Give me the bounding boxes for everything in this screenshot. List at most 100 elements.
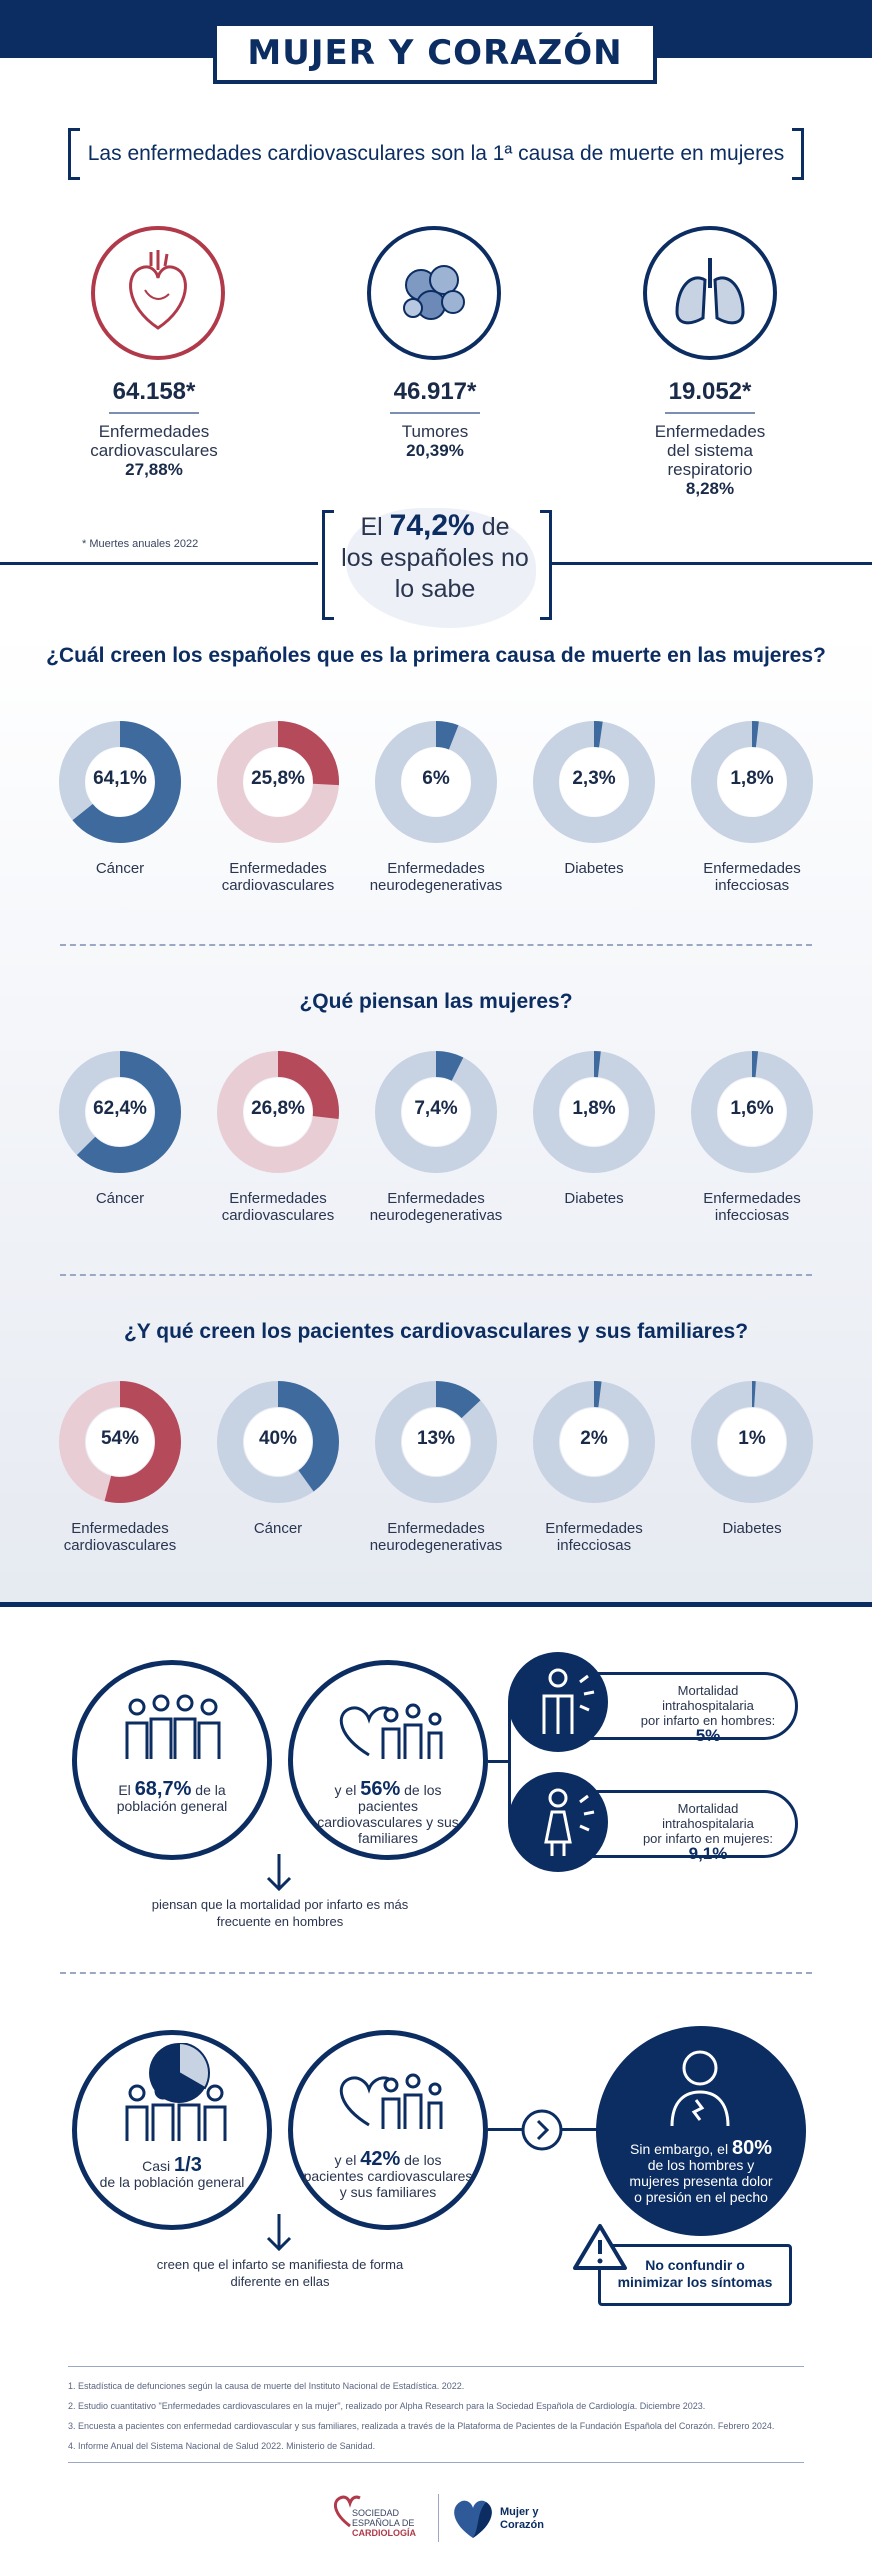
reality-pre: Sin embargo, el (630, 2141, 729, 2157)
donut-category-label: Enfermedades cardiovasculares (198, 1190, 358, 1224)
stat-line: población general (116, 1798, 228, 1814)
death-stat-tumors: 46.917* Tumores 20,39% (315, 378, 555, 461)
reference-item: 3. Encuesta a pacientes con enfermedad c… (68, 2421, 775, 2431)
donut-hole (402, 1408, 470, 1476)
arrow-down-icon (266, 1854, 292, 1892)
conclusion-line: creen que el infarto se manifiesta de fo… (156, 2257, 404, 2272)
section-divider-bar (0, 1602, 872, 1607)
pill-line: Mortalidad intrahospitalaria (662, 1683, 754, 1713)
logo-line: CARDIOLOGÍA (352, 2528, 416, 2538)
donut-value-label: 25,8% (251, 768, 305, 789)
category-line: Diabetes (564, 1190, 624, 1207)
reality-line: mujeres presenta dolor (629, 2173, 773, 2189)
connector-line (508, 1702, 511, 1822)
stat-value: 68,7% (134, 1778, 192, 1800)
category-line: Diabetes (564, 860, 624, 877)
donut-chart: 25,8% (216, 720, 340, 844)
donut-value-label: 64,1% (93, 768, 147, 789)
bracket-left (68, 128, 80, 180)
category-line: cardiovasculares (63, 1537, 177, 1554)
survey-question-women: ¿Qué piensan las mujeres? (299, 990, 573, 1013)
category-line: Enfermedades (229, 860, 327, 877)
donut-segment (59, 721, 181, 843)
logo-line: ESPAÑOLA DE (352, 2518, 415, 2528)
donut-hole (86, 1078, 154, 1146)
donut-category-label: Enfermedades infecciosas (514, 1520, 674, 1554)
connector-line (488, 1760, 510, 1763)
references-divider (68, 2366, 804, 2367)
donut-chart: 2% (532, 1380, 656, 1504)
stat-post: de los (404, 2152, 442, 2168)
donut-segment (375, 1381, 497, 1503)
stat-number: 19.052* (668, 378, 752, 405)
category-line: Diabetes (722, 1520, 782, 1537)
donut-segment (375, 1051, 497, 1173)
campaign-heart-logo (454, 2500, 492, 2538)
people-group-icon (125, 1694, 221, 1759)
stat-post: de la (195, 1782, 226, 1798)
logo-line: SOCIEDAD (352, 2508, 400, 2518)
dashed-divider (60, 944, 812, 946)
bracket-right (792, 128, 804, 180)
donut-category-label: Enfermedades neurodegenerativas (356, 1190, 516, 1224)
donut-value-label: 6% (422, 768, 450, 789)
reality-line: de los hombres y (647, 2157, 755, 2173)
logo-line: Mujer y (500, 2506, 539, 2518)
stat-label: Tumores (401, 422, 469, 441)
stat-label: del sistema (667, 441, 753, 460)
donut-category-label: Enfermedades cardiovasculares (40, 1520, 200, 1554)
death-stat-cardiovascular: 64.158* Enfermedades cardiovasculares 27… (34, 378, 274, 480)
stat-label: respiratorio (667, 460, 753, 479)
category-line: Cáncer (253, 1520, 303, 1537)
category-line: neurodegenerativas (369, 1207, 503, 1224)
donut-svg (691, 1051, 813, 1173)
donut-hole (718, 748, 786, 816)
donut-segment (533, 721, 655, 843)
conclusion-line: piensan que la mortalidad por infarto es… (151, 1897, 409, 1912)
stat-pre: y el (334, 2152, 357, 2168)
stat-pre: y el (334, 1782, 357, 1798)
donut-category-label: Diabetes (672, 1520, 832, 1537)
donut-value-label: 1,8% (730, 768, 774, 789)
callout-post: de (481, 513, 510, 541)
callout-bracket-left (322, 510, 334, 620)
stat-percent: 27,88% (125, 460, 183, 479)
donut-hole (560, 1078, 628, 1146)
donut-value-label: 7,4% (414, 1098, 458, 1119)
conclusion-line: diferente en ellas (230, 2274, 330, 2289)
donut-svg (217, 1051, 339, 1173)
category-line: cardiovasculares (221, 1207, 335, 1224)
donut-category-label: Enfermedades neurodegenerativas (356, 1520, 516, 1554)
logo-divider (438, 2494, 439, 2542)
callout-bracket-right (540, 510, 552, 620)
donut-hole (86, 1408, 154, 1476)
donut-segment (217, 1051, 339, 1173)
stat-post: de los pacientes (358, 1782, 442, 1814)
donut-category-label: Enfermedades cardiovasculares (198, 860, 358, 894)
people-fraction-icon (125, 2043, 227, 2141)
arrow-down-icon (266, 2214, 292, 2252)
divider-line-right (552, 562, 872, 565)
spain-map-shape (346, 508, 536, 628)
callout-pre: El (360, 513, 383, 541)
donut-svg (59, 1051, 181, 1173)
donut-category-label: Enfermedades infecciosas (672, 860, 832, 894)
reference-item: 2. Estudio cuantitativo "Enfermedades ca… (68, 2401, 706, 2411)
pill-line: por infarto en hombres: (640, 1713, 776, 1728)
donut-segment (217, 721, 339, 843)
donut-category-label: Diabetes (514, 860, 674, 877)
donut-chart: 1% (690, 1380, 814, 1504)
donut-chart: 26,8% (216, 1050, 340, 1174)
donut-hole (560, 748, 628, 816)
category-line: infecciosas (714, 1207, 790, 1224)
donut-hole (718, 1408, 786, 1476)
tumor-cells-icon (367, 226, 501, 360)
general-population-circle: El 68,7% de la población general (72, 1660, 272, 1860)
lungs-icon (643, 226, 777, 360)
donut-svg (375, 1381, 497, 1503)
pill-value: 5% (695, 1726, 721, 1745)
survey-question-patients: ¿Y qué creen los pacientes cardiovascula… (123, 1320, 749, 1343)
donut-svg (375, 1051, 497, 1173)
donut-segment (691, 721, 813, 843)
dashed-divider (60, 1274, 812, 1276)
